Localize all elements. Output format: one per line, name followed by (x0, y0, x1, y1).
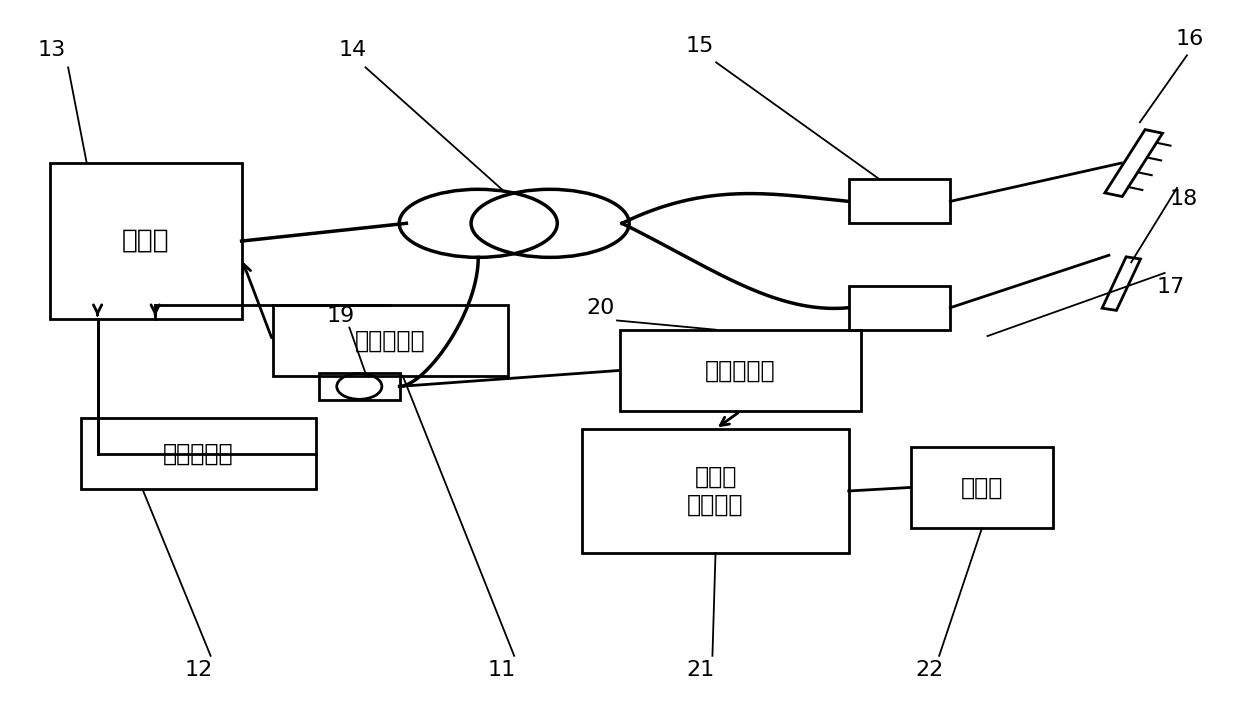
Text: 激光器: 激光器 (121, 228, 170, 254)
Bar (911, 447, 1053, 528)
Bar (318, 373, 399, 400)
Text: 12: 12 (185, 660, 212, 680)
Text: 14: 14 (339, 40, 367, 60)
Text: 15: 15 (686, 36, 714, 56)
Text: 上位机: 上位机 (960, 476, 1004, 499)
Text: 21: 21 (686, 660, 714, 680)
Text: 22: 22 (916, 660, 943, 680)
Text: 16: 16 (1176, 29, 1203, 49)
Text: 预扫描信号: 预扫描信号 (162, 442, 234, 466)
Text: 正弦波信号: 正弦波信号 (354, 328, 426, 352)
Text: 17: 17 (1157, 277, 1184, 297)
Bar (849, 286, 950, 330)
Text: 非线性
校正单元: 非线性 校正单元 (688, 465, 743, 517)
Bar (273, 305, 508, 376)
Bar (849, 179, 950, 223)
Bar (620, 330, 861, 411)
Text: 13: 13 (38, 40, 66, 60)
Bar (50, 163, 242, 319)
Text: ＰＧＣ解调: ＰＧＣ解调 (705, 359, 776, 382)
Text: 18: 18 (1170, 189, 1197, 208)
Text: 19: 19 (327, 306, 354, 325)
Bar (582, 429, 849, 553)
Text: 20: 20 (587, 298, 615, 318)
Bar (81, 418, 316, 489)
Text: 11: 11 (488, 660, 515, 680)
